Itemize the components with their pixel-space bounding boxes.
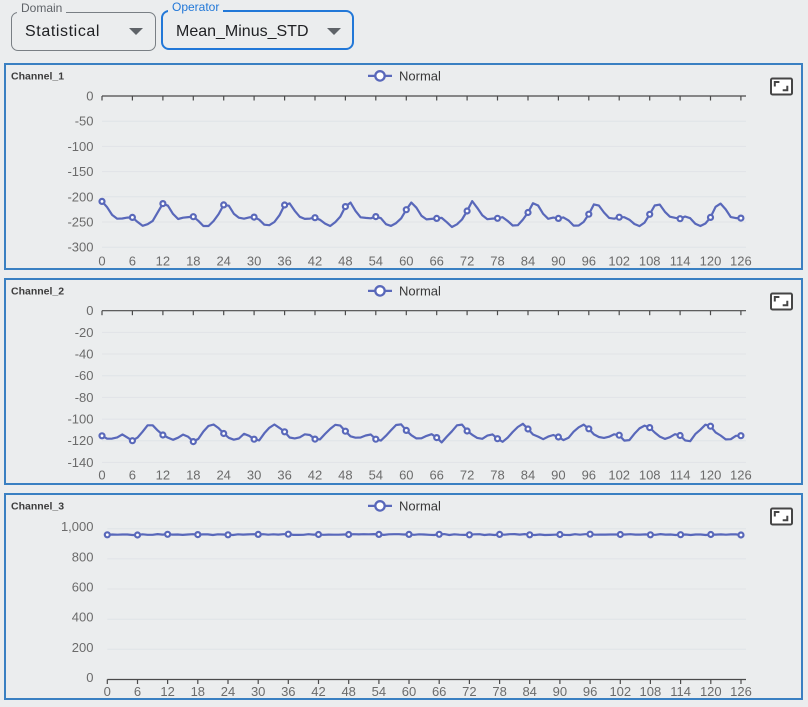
svg-text:18: 18 — [186, 254, 200, 269]
svg-text:400: 400 — [72, 610, 94, 625]
svg-text:-100: -100 — [67, 412, 93, 427]
svg-text:60: 60 — [402, 684, 416, 698]
svg-text:18: 18 — [191, 684, 205, 698]
svg-text:12: 12 — [156, 468, 170, 483]
svg-text:54: 54 — [369, 468, 383, 483]
svg-text:-150: -150 — [67, 164, 93, 179]
svg-text:84: 84 — [521, 468, 535, 483]
svg-text:-60: -60 — [75, 368, 94, 383]
svg-text:Channel_3: Channel_3 — [11, 501, 64, 513]
svg-text:54: 54 — [372, 684, 386, 698]
svg-text:102: 102 — [608, 468, 630, 483]
svg-text:126: 126 — [730, 468, 752, 483]
svg-text:102: 102 — [609, 684, 631, 698]
svg-text:Channel_1: Channel_1 — [11, 71, 64, 83]
svg-text:84: 84 — [522, 684, 536, 698]
svg-text:Normal: Normal — [399, 499, 441, 514]
svg-text:-120: -120 — [67, 433, 93, 448]
svg-text:66: 66 — [432, 684, 446, 698]
svg-text:18: 18 — [186, 468, 200, 483]
svg-text:66: 66 — [429, 468, 443, 483]
svg-text:90: 90 — [551, 468, 565, 483]
svg-text:108: 108 — [639, 468, 661, 483]
svg-text:-200: -200 — [67, 189, 93, 204]
svg-text:96: 96 — [582, 468, 596, 483]
svg-text:0: 0 — [86, 670, 93, 685]
svg-text:-40: -40 — [75, 347, 94, 362]
svg-text:78: 78 — [490, 468, 504, 483]
svg-text:108: 108 — [639, 254, 661, 269]
svg-text:114: 114 — [670, 684, 691, 698]
svg-text:0: 0 — [98, 254, 105, 269]
svg-text:6: 6 — [129, 468, 136, 483]
svg-text:12: 12 — [160, 684, 174, 698]
svg-text:30: 30 — [247, 254, 261, 269]
svg-text:-140: -140 — [67, 455, 93, 470]
svg-text:42: 42 — [308, 254, 322, 269]
svg-text:48: 48 — [338, 468, 352, 483]
svg-text:60: 60 — [399, 468, 413, 483]
svg-text:600: 600 — [72, 580, 94, 595]
svg-text:30: 30 — [251, 684, 265, 698]
svg-text:96: 96 — [582, 254, 596, 269]
svg-text:30: 30 — [247, 468, 261, 483]
svg-text:24: 24 — [216, 254, 230, 269]
svg-text:800: 800 — [72, 549, 94, 564]
svg-text:96: 96 — [583, 684, 597, 698]
svg-text:Channel_2: Channel_2 — [11, 286, 64, 298]
svg-text:120: 120 — [700, 468, 722, 483]
svg-text:6: 6 — [129, 254, 136, 269]
svg-text:114: 114 — [670, 468, 691, 483]
svg-text:120: 120 — [700, 684, 722, 698]
svg-text:36: 36 — [281, 684, 295, 698]
svg-text:0: 0 — [86, 303, 93, 318]
svg-text:6: 6 — [134, 684, 141, 698]
svg-text:-100: -100 — [67, 139, 93, 154]
svg-text:1,000: 1,000 — [61, 519, 94, 534]
svg-text:0: 0 — [86, 89, 93, 104]
svg-text:-50: -50 — [75, 114, 94, 129]
svg-text:90: 90 — [553, 684, 567, 698]
svg-text:-20: -20 — [75, 325, 94, 340]
svg-text:0: 0 — [104, 684, 111, 698]
svg-text:24: 24 — [216, 468, 230, 483]
svg-text:54: 54 — [369, 254, 383, 269]
svg-text:72: 72 — [460, 468, 474, 483]
svg-text:36: 36 — [277, 254, 291, 269]
svg-text:90: 90 — [551, 254, 565, 269]
svg-text:200: 200 — [72, 640, 94, 655]
svg-text:-300: -300 — [67, 240, 93, 255]
svg-text:66: 66 — [429, 254, 443, 269]
svg-text:-80: -80 — [75, 390, 94, 405]
svg-text:Normal: Normal — [399, 284, 441, 299]
svg-text:48: 48 — [338, 254, 352, 269]
svg-text:12: 12 — [156, 254, 170, 269]
svg-text:78: 78 — [490, 254, 504, 269]
svg-text:0: 0 — [98, 468, 105, 483]
svg-text:42: 42 — [311, 684, 325, 698]
svg-text:60: 60 — [399, 254, 413, 269]
svg-text:-250: -250 — [67, 215, 93, 230]
svg-text:120: 120 — [700, 254, 722, 269]
svg-text:72: 72 — [460, 254, 474, 269]
svg-text:78: 78 — [492, 684, 506, 698]
svg-text:24: 24 — [221, 684, 235, 698]
svg-text:36: 36 — [277, 468, 291, 483]
svg-text:Normal: Normal — [399, 69, 441, 84]
svg-text:102: 102 — [608, 254, 630, 269]
svg-text:84: 84 — [521, 254, 535, 269]
svg-text:114: 114 — [670, 254, 691, 269]
svg-text:108: 108 — [640, 684, 662, 698]
svg-text:72: 72 — [462, 684, 476, 698]
svg-text:42: 42 — [308, 468, 322, 483]
svg-text:126: 126 — [730, 254, 752, 269]
svg-text:48: 48 — [341, 684, 355, 698]
svg-text:126: 126 — [730, 684, 752, 698]
